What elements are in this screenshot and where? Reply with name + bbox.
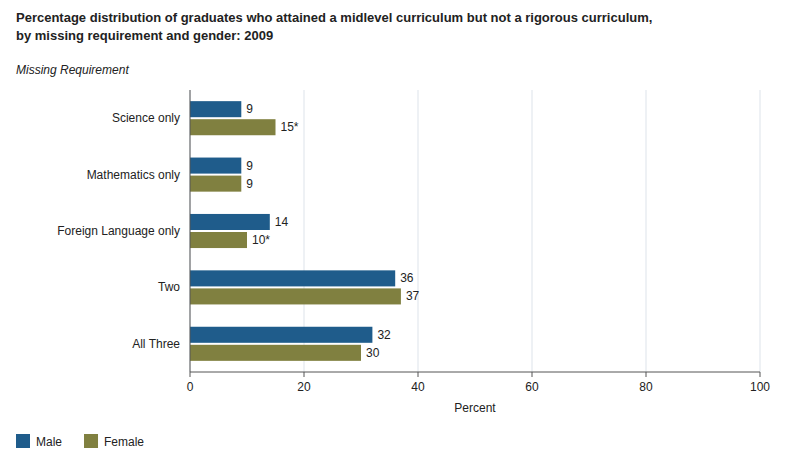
title: Percentage distribution of graduates who… (16, 10, 652, 25)
bar (190, 270, 395, 286)
data-label: 36 (400, 271, 414, 285)
data-label: 10* (252, 233, 270, 247)
y-tick-label: Two (158, 280, 180, 294)
grid-line (760, 90, 761, 372)
y-tick-label: Mathematics only (87, 168, 180, 182)
data-label: 15* (281, 120, 299, 134)
x-tick-label: 20 (297, 380, 311, 394)
x-tick (304, 372, 305, 377)
bar (190, 176, 241, 192)
data-label: 9 (246, 177, 253, 191)
subtitle: by missing requirement and gender: 2009 (16, 28, 273, 43)
bar (190, 214, 270, 230)
grid-line (646, 90, 647, 372)
bar (190, 119, 276, 135)
x-tick (646, 372, 647, 377)
x-tick (532, 372, 533, 377)
chart: Percentage distribution of graduates who… (0, 0, 800, 466)
x-tick-label: 100 (750, 380, 770, 394)
grid (190, 90, 760, 372)
bar (190, 101, 241, 117)
x-tick-label: 40 (411, 380, 425, 394)
y-tick-label: Foreign Language only (57, 224, 180, 238)
bar (190, 345, 361, 361)
data-label: 14 (275, 215, 289, 229)
grid-line (190, 90, 191, 372)
bar (190, 327, 372, 343)
data-label: 30 (366, 346, 380, 360)
data-label: 32 (377, 328, 391, 342)
x-axis-label: Percent (454, 401, 496, 415)
data-label: 9 (246, 159, 253, 173)
legend-label: Male (36, 435, 62, 449)
x-tick (418, 372, 419, 377)
x-tick-label: 60 (525, 380, 539, 394)
legend-label: Female (104, 435, 144, 449)
data-label: 37 (406, 289, 420, 303)
legend: Male Female (16, 434, 144, 449)
data-labels: 9 15* 9 9 14 10* 36 37 32 30 (246, 102, 419, 360)
grid-line (418, 90, 419, 372)
legend-swatch (84, 434, 98, 448)
x-tick (760, 372, 761, 377)
bars (190, 101, 401, 361)
x-tick-label: 0 (187, 380, 194, 394)
data-label: 9 (246, 102, 253, 116)
bar (190, 288, 401, 304)
bar (190, 232, 247, 248)
x-tick-label: 80 (639, 380, 653, 394)
y-tick-label: All Three (132, 337, 180, 351)
legend-swatch (16, 434, 30, 448)
y-axis-line (190, 90, 191, 372)
x-axis-line (190, 372, 760, 373)
x-tick (190, 372, 191, 377)
y-tick-label: Science only (112, 111, 180, 125)
y-axis-label: Missing Requirement (16, 63, 129, 77)
grid-line (532, 90, 533, 372)
bar (190, 158, 241, 174)
